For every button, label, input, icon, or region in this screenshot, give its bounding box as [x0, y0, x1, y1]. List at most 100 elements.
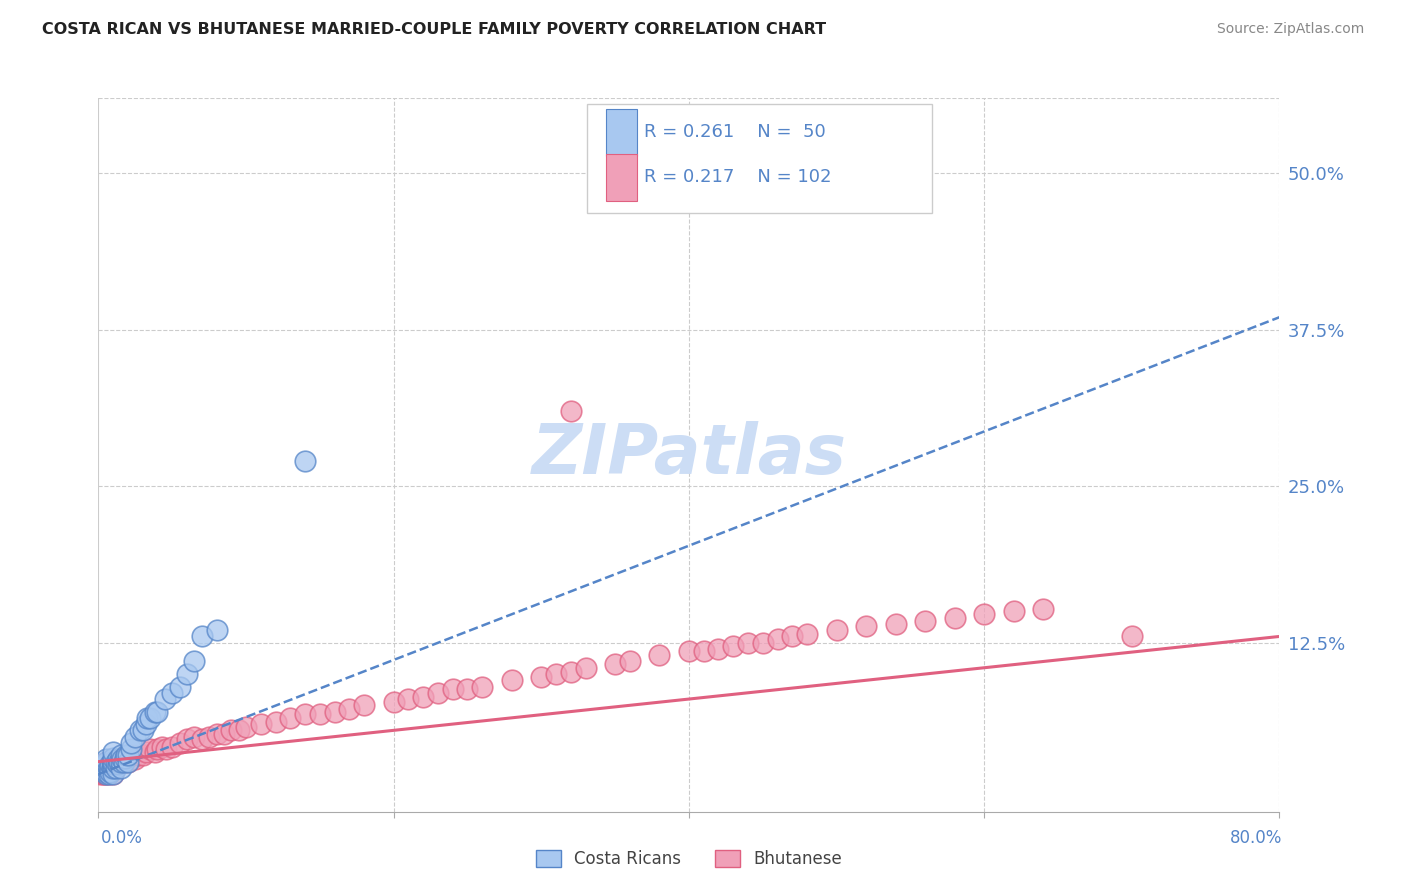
Point [546, 667, 568, 681]
Point [105, 761, 128, 775]
Point [441, 681, 464, 696]
Point [136, 711, 159, 725]
Point [884, 616, 907, 631]
Point [103, 761, 125, 775]
Point [91, 767, 114, 781]
Point [94, 757, 117, 772]
Point [96, 761, 118, 775]
Point [112, 755, 135, 769]
Text: COSTA RICAN VS BHUTANESE MARRIED-COUPLE FAMILY POVERTY CORRELATION CHART: COSTA RICAN VS BHUTANESE MARRIED-COUPLE … [42, 22, 827, 37]
Point [825, 623, 848, 637]
Point [103, 767, 125, 781]
Point [93, 764, 115, 779]
Point [162, 739, 183, 754]
Point [117, 748, 139, 763]
Point [89, 767, 111, 781]
Point [162, 686, 183, 700]
Point [96, 764, 118, 779]
Point [124, 752, 146, 766]
Point [110, 755, 132, 769]
Point [94, 764, 117, 779]
Point [139, 742, 162, 756]
Point [121, 748, 143, 763]
Point [135, 717, 157, 731]
Point [105, 755, 128, 769]
Point [94, 752, 117, 766]
Point [456, 681, 478, 696]
Text: R = 0.217    N = 102: R = 0.217 N = 102 [644, 169, 831, 186]
Text: ZIPatlas: ZIPatlas [531, 421, 846, 489]
Point [107, 755, 129, 769]
Point [605, 657, 627, 671]
Point [382, 694, 405, 708]
Point [264, 714, 287, 729]
Point [97, 757, 120, 772]
Point [97, 767, 120, 781]
Point [278, 711, 302, 725]
Point [110, 755, 132, 769]
Point [530, 669, 553, 683]
Point [93, 761, 115, 775]
Point [98, 755, 121, 769]
Point [91, 757, 114, 772]
Point [94, 767, 117, 781]
Point [103, 755, 125, 769]
Point [205, 623, 228, 637]
Point [110, 761, 132, 775]
Point [737, 636, 759, 650]
Legend: Costa Ricans, Bhutanese: Costa Ricans, Bhutanese [530, 843, 848, 875]
Point [100, 761, 122, 775]
Point [146, 705, 169, 719]
Point [104, 761, 127, 775]
Point [139, 711, 162, 725]
Point [766, 632, 789, 646]
Point [1121, 630, 1143, 644]
Point [115, 748, 138, 763]
Point [103, 757, 125, 772]
Point [1002, 604, 1025, 618]
Point [309, 707, 332, 722]
Point [94, 755, 117, 769]
Point [250, 717, 273, 731]
Point [169, 736, 191, 750]
Point [103, 751, 125, 765]
Point [323, 705, 346, 719]
Point [103, 745, 125, 759]
Point [153, 692, 176, 706]
Point [707, 642, 730, 657]
Point [120, 752, 142, 766]
Point [560, 665, 582, 679]
Point [97, 767, 120, 781]
Point [100, 761, 122, 775]
Point [94, 767, 117, 781]
Point [94, 761, 117, 775]
Point [339, 702, 360, 716]
Point [90, 761, 112, 775]
Point [94, 755, 117, 769]
Point [191, 732, 214, 747]
Point [98, 764, 121, 779]
Point [427, 686, 450, 700]
Point [124, 730, 146, 744]
Point [132, 748, 155, 763]
Point [560, 404, 582, 418]
Point [94, 757, 117, 772]
Point [108, 757, 131, 772]
Point [235, 720, 257, 734]
Point [98, 761, 121, 775]
Point [169, 680, 191, 694]
Point [94, 761, 117, 775]
Point [93, 767, 115, 781]
Point [678, 644, 700, 658]
Point [150, 739, 173, 754]
Point [914, 615, 936, 629]
Point [103, 755, 125, 769]
Point [107, 757, 129, 772]
Point [117, 755, 139, 769]
Point [110, 748, 132, 763]
Point [396, 692, 419, 706]
Point [176, 732, 198, 747]
Point [100, 757, 122, 772]
Point [114, 751, 136, 765]
Point [782, 630, 804, 644]
